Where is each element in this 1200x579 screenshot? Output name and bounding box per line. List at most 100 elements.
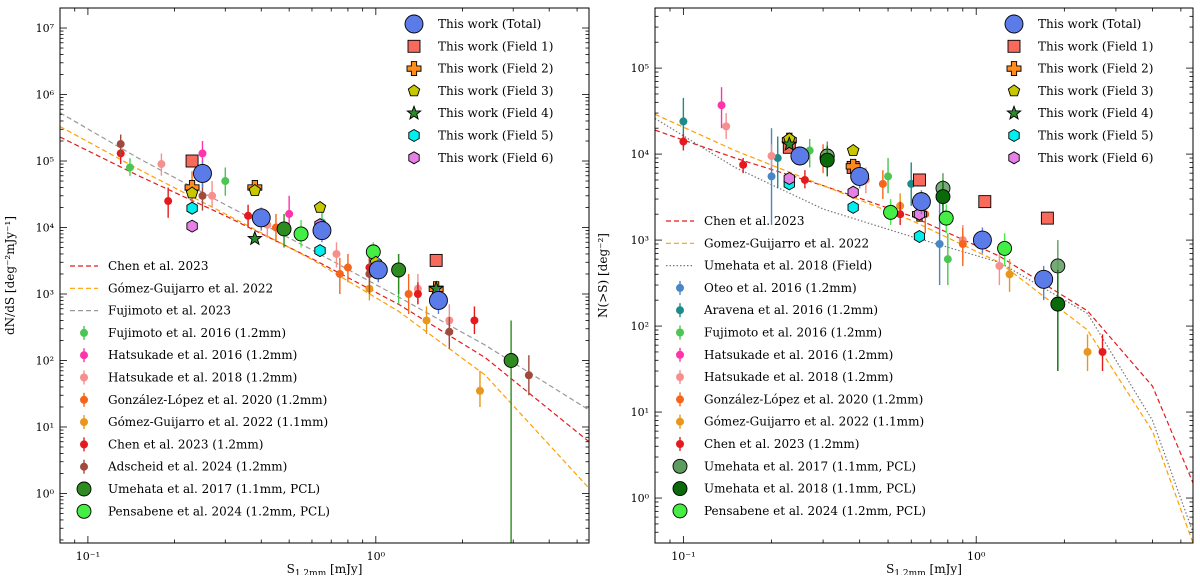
data-point	[679, 137, 688, 146]
data-point	[995, 261, 1004, 270]
x-tick-label: 10⁰	[967, 550, 986, 563]
legend-marker	[76, 503, 92, 519]
data-point	[221, 177, 230, 186]
y-tick-label: 10¹	[631, 406, 649, 419]
data-point	[847, 200, 859, 214]
data-point	[332, 249, 341, 258]
data-point	[164, 197, 173, 206]
data-point	[935, 240, 944, 249]
legend-marker	[80, 418, 88, 427]
legend-literature: Chen et al. 2023 Gómez-Guijarro et al. 20…	[70, 259, 330, 519]
data-point	[679, 117, 688, 126]
legend-label: This work (Field 4)	[438, 106, 553, 120]
legend-item: Fujimoto et al. 2016 (1.2mm)	[676, 325, 882, 340]
legend-item: Oteo et al. 2016 (1.2mm)	[676, 280, 857, 295]
data-point	[116, 140, 125, 149]
x-axis-label: S1.2mm [mJy]	[886, 562, 962, 575]
legend-label: This work (Total)	[1038, 17, 1141, 31]
legend-label: Hatsukade et al. 2016 (1.2mm)	[108, 348, 297, 362]
data-point	[445, 327, 454, 336]
plot-frame	[654, 7, 1194, 544]
legend-this-work: This work (Total) This work (Field 1) This…	[404, 14, 553, 165]
data-point	[717, 101, 726, 110]
data-point	[368, 260, 388, 280]
legend-label: Hatsukade et al. 2018 (1.2mm)	[704, 370, 893, 384]
data-point	[185, 186, 199, 199]
legend-marker	[1006, 104, 1022, 120]
data-point	[208, 191, 217, 200]
data-point	[767, 172, 776, 181]
legend-marker	[407, 39, 421, 53]
legend-label: Hatsukade et al. 2018 (1.2mm)	[108, 371, 297, 385]
legend-label: This work (Field 5)	[438, 129, 553, 143]
x-tick-label: 10⁻¹	[76, 550, 100, 563]
y-tick-label: 10¹	[36, 421, 54, 434]
legend-item: Hatsukade et al. 2016 (1.2mm)	[676, 347, 893, 362]
legend-item: Gómez-Guijarro et al. 2022	[70, 281, 273, 295]
legend-marker	[1004, 14, 1024, 34]
legend-marker	[80, 462, 88, 471]
data-point	[790, 146, 810, 166]
data-point	[251, 208, 271, 228]
legend-marker	[676, 328, 684, 337]
y-tick-label: 10²	[36, 354, 54, 367]
data-point	[1034, 269, 1054, 289]
x-tick-label: 10⁻¹	[671, 550, 695, 563]
legend-label: Chen et al. 2023 (1.2mm)	[704, 437, 859, 451]
legend-marker	[672, 503, 688, 519]
data-point	[783, 171, 795, 186]
data-point	[847, 185, 859, 199]
legend-item: González-López et al. 2020 (1.2mm)	[676, 392, 923, 407]
legend-label: Fujimoto et al. 2023	[108, 304, 231, 318]
plot-area	[655, 87, 1193, 543]
data-point	[846, 143, 860, 156]
legend-item: This work (Field 3)	[1007, 84, 1153, 98]
data-point	[1005, 270, 1014, 279]
data-point	[343, 263, 352, 272]
y-tick-label: 10⁰	[36, 487, 55, 500]
legend-item: This work (Field 1)	[1007, 39, 1153, 53]
legend-label: Gomez-Guijarro et al. 2022	[704, 236, 869, 250]
y-tick-label: 10⁵	[36, 155, 54, 168]
data-point	[285, 209, 294, 218]
legend-marker	[676, 417, 684, 426]
data-point	[1098, 347, 1107, 356]
legend-item: Hatsukade et al. 2018 (1.2mm)	[676, 370, 893, 385]
legend-marker	[406, 104, 422, 120]
legend-item: Chen et al. 2023	[70, 259, 208, 273]
legend-label: Umehata et al. 2018 (1.1mm, PCL)	[704, 482, 916, 496]
legend-marker	[406, 61, 422, 77]
legend-label: This work (Field 5)	[1038, 129, 1153, 143]
data-point	[276, 221, 292, 237]
axis-ticks	[654, 7, 1193, 544]
data-point	[913, 229, 926, 244]
data-point	[157, 160, 166, 169]
legend-item: González-López et al. 2020 (1.2mm)	[80, 392, 327, 407]
legend-item: Chen et al. 2023 (1.2mm)	[676, 437, 859, 451]
legend-marker	[1007, 39, 1021, 53]
data-point	[912, 173, 926, 187]
data-point	[193, 163, 212, 183]
legend-item: Fujimoto et al. 2023	[70, 304, 231, 318]
data-point	[312, 221, 332, 240]
right-panel-cumulative: 10⁻¹ 10⁰ 10⁰ 10¹ 10² 10³ 10⁴ 10⁵ S1.2mm [mJy] N(>…	[596, 7, 1194, 579]
legend-marker	[407, 84, 421, 97]
legend-label: Adscheid et al. 2024 (1.2mm)	[107, 460, 287, 474]
series-this-work-field-2	[184, 180, 444, 297]
plot-area	[60, 112, 589, 543]
legend-item: This work (Total)	[1004, 14, 1141, 34]
data-point	[314, 244, 326, 258]
data-point	[997, 240, 1013, 256]
legend-item: This work (Field 4)	[406, 104, 553, 120]
data-point	[935, 189, 951, 205]
legend-label: This work (Field 1)	[1038, 39, 1153, 53]
data-point	[244, 211, 253, 220]
curve-fujimoto-et-al-2023	[60, 112, 589, 411]
legend-label: Fujimoto et al. 2016 (1.2mm)	[704, 326, 882, 340]
legend-label: This work (Field 3)	[438, 84, 553, 98]
data-point	[335, 269, 344, 278]
data-point	[470, 316, 479, 325]
legend-item: Fujimoto et al. 2016 (1.2mm)	[80, 325, 286, 340]
data-point	[248, 183, 262, 196]
